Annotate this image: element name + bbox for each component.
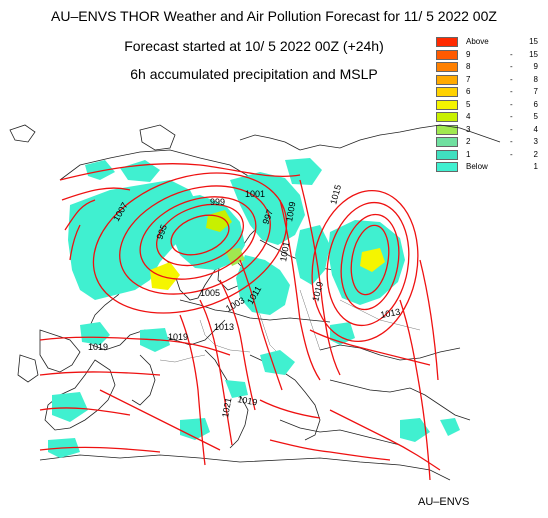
legend-to: 9 xyxy=(533,62,538,71)
legend-dash: - xyxy=(510,74,513,84)
legend-swatch xyxy=(436,74,458,85)
legend-dash: - xyxy=(510,124,513,134)
precipitation-legend: Above 15 9 - 15 8 - 9 7 - 8 6 - 7 5 - 6 4 - 5 3 - 4 2 - 3 1 - 2 Below… xyxy=(436,36,544,174)
legend-from: 3 xyxy=(466,124,471,134)
footer-text: AU–ENVS xyxy=(418,496,470,508)
legend-to: 2 xyxy=(533,149,538,159)
legend-from: 8 xyxy=(466,62,471,71)
legend-from: Above xyxy=(466,37,489,46)
isobar-label: 1019 xyxy=(88,342,108,352)
legend-from: 1 xyxy=(466,149,471,159)
legend-swatch xyxy=(436,149,458,160)
legend-row: 5 - 6 xyxy=(436,99,544,112)
legend-dash: - xyxy=(510,62,513,71)
legend-from: 9 xyxy=(466,49,471,59)
forecast-start: Forecast started at 10/ 5 2022 00Z (+24h… xyxy=(124,38,384,54)
legend-swatch xyxy=(436,87,458,97)
isobar-label: 1001 xyxy=(245,189,265,199)
isobar-label: 1013 xyxy=(380,307,401,320)
isobar-label: 997 xyxy=(260,208,275,226)
legend-row: 4 - 5 xyxy=(436,111,544,124)
isobar-label: 1015 xyxy=(328,184,343,206)
legend-from: 5 xyxy=(466,99,471,109)
legend-swatch xyxy=(436,99,458,110)
legend-from: 2 xyxy=(466,137,471,146)
legend-swatch xyxy=(436,162,458,172)
legend-from: Below xyxy=(466,162,488,171)
legend-swatch xyxy=(436,37,458,47)
isobar-label: 1001 xyxy=(278,241,291,262)
legend-row: 2 - 3 xyxy=(436,136,544,149)
isobar-label: 1019 xyxy=(237,394,258,407)
legend-to: 8 xyxy=(533,74,538,84)
legend-from: 6 xyxy=(466,87,471,96)
legend-swatch xyxy=(436,124,458,135)
forecast-map: 1007 999 1001 1015 995 997 1009 1001 100… xyxy=(9,124,501,481)
legend-to: 1 xyxy=(533,162,538,171)
isobar-label: 1005 xyxy=(200,288,220,298)
legend-dash: - xyxy=(510,99,513,109)
legend-dash: - xyxy=(510,112,513,121)
isobar-label: 1019 xyxy=(168,332,188,342)
legend-swatch xyxy=(436,62,458,72)
legend-to: 15 xyxy=(529,49,538,59)
legend-to: 3 xyxy=(533,137,538,146)
legend-dash: - xyxy=(510,149,513,159)
isobar-label: 1013 xyxy=(214,322,234,332)
legend-row: Below 1 xyxy=(436,161,544,174)
legend-to: 15 xyxy=(529,37,538,46)
legend-from: 7 xyxy=(466,74,471,84)
legend-dash: - xyxy=(510,49,513,59)
isobar-label: 995 xyxy=(154,223,169,241)
legend-swatch xyxy=(436,137,458,147)
legend-to: 6 xyxy=(533,99,538,109)
legend-to: 5 xyxy=(533,112,538,121)
legend-row: 6 - 7 xyxy=(436,86,544,99)
legend-dash: - xyxy=(510,87,513,96)
legend-swatch xyxy=(436,112,458,122)
isobar-label: 1021 xyxy=(220,397,233,418)
legend-to: 7 xyxy=(533,87,538,96)
legend-row: 9 - 15 xyxy=(436,49,544,62)
legend-to: 4 xyxy=(533,124,538,134)
variable-label: 6h accumulated precipitation and MSLP xyxy=(130,66,378,82)
map-title: AU–ENVS THOR Weather and Air Pollution F… xyxy=(51,8,497,24)
legend-row: 8 - 9 xyxy=(436,61,544,74)
legend-dash: - xyxy=(510,137,513,146)
legend-row: 3 - 4 xyxy=(436,124,544,137)
legend-from: 4 xyxy=(466,112,471,121)
isobar-label: 1009 xyxy=(284,201,297,222)
isobar-label: 999 xyxy=(210,197,225,207)
legend-row: 1 - 2 xyxy=(436,149,544,162)
legend-swatch xyxy=(436,49,458,60)
isobar-lines xyxy=(39,163,441,481)
legend-row: Above 15 xyxy=(436,36,544,49)
legend-row: 7 - 8 xyxy=(436,74,544,87)
